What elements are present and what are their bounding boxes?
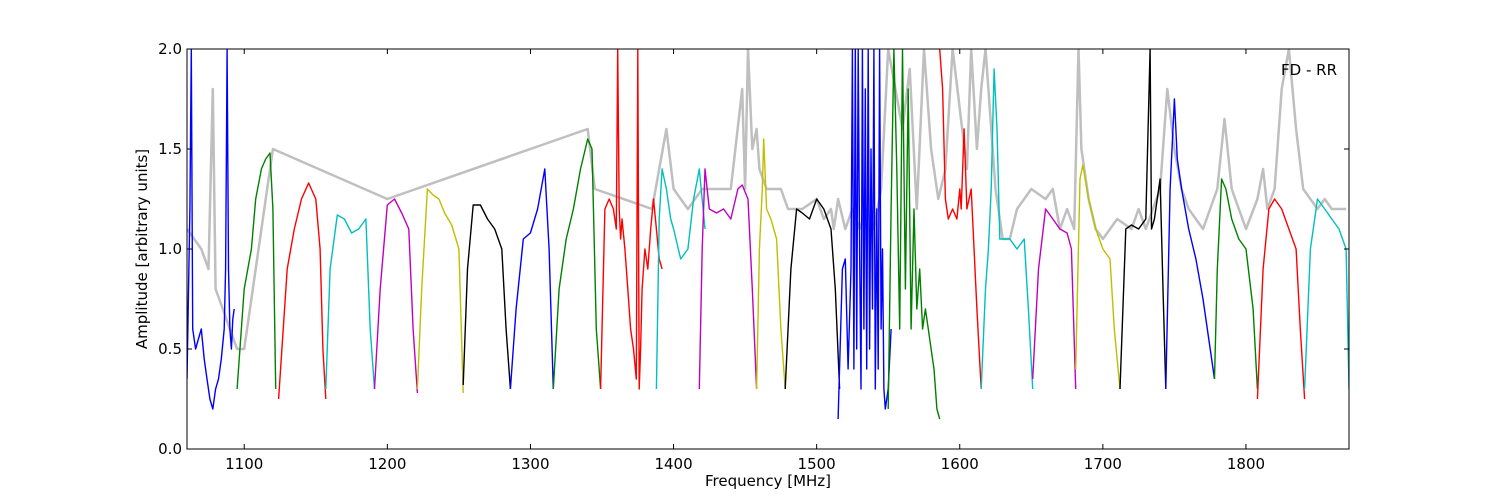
y-tick-label: 0.0 (158, 440, 182, 458)
ticks-layer: 1100 1200 1300 1400 1500 1600 1700 1800 0.0 0.5 1.… (158, 40, 1349, 473)
y-tick-label: 1.5 (158, 140, 182, 158)
series-line-13 (755, 138, 786, 390)
x-tick-label: 1600 (941, 455, 979, 473)
y-tick-label: 1.0 (158, 240, 182, 258)
series-layer (187, 49, 1349, 420)
series-line-11 (655, 168, 706, 390)
series-line-21 (1119, 49, 1167, 390)
series-line-6 (416, 188, 464, 394)
series-line-19 (1032, 208, 1077, 390)
x-tick-label: 1300 (511, 455, 549, 473)
x-tick-label: 1800 (1227, 455, 1265, 473)
y-axis-label: Amplitude [arbitrary units] (133, 149, 151, 349)
series-line-1 (187, 49, 235, 410)
x-tick-label: 1100 (225, 455, 263, 473)
plot-area (187, 49, 1349, 449)
series-line-9 (552, 138, 602, 390)
series-line-14 (784, 198, 841, 390)
x-tick-label: 1500 (798, 455, 836, 473)
series-line-16 (887, 49, 941, 420)
background-series-line (187, 49, 1347, 351)
series-line-23 (1213, 178, 1259, 390)
series-line-25 (1303, 198, 1349, 390)
series-line-18 (980, 68, 1034, 390)
x-tick-label: 1400 (654, 455, 692, 473)
series-line-15 (837, 49, 892, 420)
series-line-3 (277, 182, 327, 400)
chart-annotation: FD - RR (1281, 61, 1337, 79)
series-line-10 (599, 49, 663, 390)
series-line-22 (1165, 98, 1216, 390)
series-line-12 (698, 168, 758, 390)
series-line-8 (509, 168, 554, 390)
series-line-5 (373, 198, 419, 394)
series-line-4 (325, 214, 376, 390)
series-line-7 (462, 204, 512, 390)
series-line-24 (1256, 198, 1306, 400)
x-tick-label: 1200 (368, 455, 406, 473)
x-axis-label: Frequency [MHz] (705, 472, 831, 490)
series-line-2 (236, 152, 277, 390)
y-tick-label: 2.0 (158, 40, 182, 58)
series-line-20 (1075, 164, 1121, 390)
y-tick-label: 0.5 (158, 340, 182, 358)
series-line-17 (939, 49, 982, 390)
x-tick-label: 1700 (1084, 455, 1122, 473)
